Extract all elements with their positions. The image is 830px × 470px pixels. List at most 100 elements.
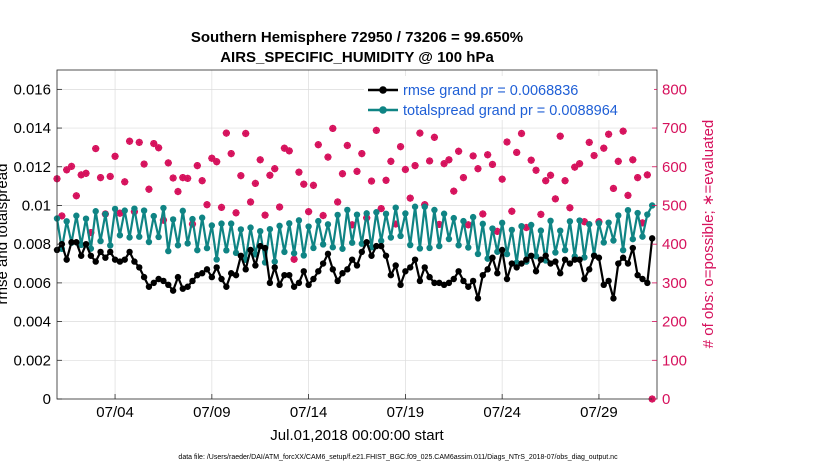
obs-evaluated-point [643, 171, 651, 179]
rmse-point [460, 277, 467, 285]
obs-evaluated-point [242, 129, 250, 138]
rmse-point [218, 275, 225, 283]
totalspread-line [55, 204, 654, 264]
y-left-tick-label: 0.004 [13, 314, 51, 331]
totalspread-point [503, 250, 511, 258]
totalspread-point [300, 252, 307, 259]
obs-evaluated-point [484, 151, 492, 159]
rmse-point [402, 268, 409, 275]
y-right-tick-label: 300 [662, 275, 687, 292]
obs-evaluated-point [174, 187, 182, 196]
totalspread-point [63, 218, 70, 225]
totalspread-point [247, 224, 254, 231]
rmse-point [407, 264, 414, 271]
rmse-point [276, 281, 283, 289]
totalspread-point [305, 223, 312, 230]
obs-evaluated-point [246, 198, 255, 206]
totalspread-point [382, 210, 390, 218]
rmse-point [203, 266, 211, 273]
obs-evaluated-point [416, 129, 424, 137]
obs-evaluated-point [358, 150, 366, 158]
y-left-tick-label: 0 [43, 391, 51, 408]
totalspread-point [82, 215, 90, 222]
rmse-point [600, 281, 607, 289]
obs-evaluated-point [343, 141, 351, 150]
obs-evaluated-point [256, 156, 264, 164]
obs-evaluated-point [551, 195, 559, 203]
obs-evaluated-point [493, 227, 501, 236]
rmse-point [87, 252, 95, 259]
totalspread-point [329, 244, 337, 251]
obs-evaluated-point [159, 216, 168, 224]
rmse-point [252, 262, 259, 269]
obs-evaluated-point [184, 174, 192, 182]
rmse-point [353, 262, 361, 269]
obs-evaluated-point [561, 177, 569, 185]
chart-title: Southern Hemisphere 72950 / 73206 = 99.6… [191, 29, 523, 46]
obs-evaluated-point [334, 198, 342, 206]
obs-evaluated-point [280, 144, 289, 152]
totalspread-point [353, 211, 361, 218]
rmse-point [82, 240, 90, 248]
obs-evaluated-point [522, 223, 530, 232]
obs-evaluated-point [488, 160, 497, 169]
rmse-point [455, 268, 462, 275]
totalspread-point [257, 227, 264, 235]
rmse-point [445, 279, 453, 287]
totalspread-point [527, 221, 535, 229]
totalspread-point [421, 203, 428, 210]
obs-evaluated-point [58, 212, 66, 220]
rmse-point [557, 270, 564, 277]
obs-evaluated-point [179, 174, 187, 182]
rmse-point [131, 258, 138, 265]
totalspread-point [581, 254, 588, 261]
obs-evaluated-point [271, 165, 279, 173]
totalspread-point [436, 242, 443, 250]
rmse-point [257, 242, 264, 250]
obs-evaluated-point [232, 209, 240, 217]
totalspread-point [440, 210, 448, 217]
rmse-point [344, 266, 351, 273]
totalspread-point [237, 226, 245, 233]
rmse-point [111, 256, 119, 263]
y-left-tick-label: 0.016 [13, 81, 51, 98]
totalspread-point [348, 239, 356, 246]
totalspread-point [189, 215, 196, 223]
totalspread-point [624, 206, 632, 214]
totalspread-point [203, 244, 211, 252]
totalspread-point [513, 259, 520, 266]
y-left-tick-label: 0.006 [13, 275, 51, 292]
obs-evaluated-point [459, 174, 468, 182]
totalspread-point [77, 241, 85, 249]
obs-evaluated-point [63, 166, 71, 174]
y-left-tick-label: 0.002 [13, 352, 51, 369]
obs-evaluated-point [508, 207, 516, 215]
totalspread-point [319, 241, 327, 248]
rmse-point [561, 256, 569, 263]
y-axis-left: 0 0.002 0.004 0.006 0.008 0.01 0.012 0.014 0.016 [13, 81, 62, 408]
y-right-tick-label: 200 [662, 314, 687, 331]
rmse-point [339, 270, 346, 277]
y-left-tick-label: 0.008 [13, 236, 51, 253]
rmse-point [571, 256, 578, 263]
obs-evaluated-point [542, 177, 550, 185]
rmse-point [140, 273, 148, 281]
rmse-point [527, 252, 535, 259]
y-right-tick-label: 500 [662, 197, 687, 214]
rmse-point [576, 256, 583, 263]
rmse-point [547, 260, 554, 267]
rmse-point [247, 246, 254, 254]
totalspread-point [547, 217, 554, 225]
totalspread-point [474, 250, 482, 258]
y-left-tick-label: 0.012 [13, 159, 51, 176]
obs-evaluated-point [503, 138, 511, 146]
totalspread-point [494, 248, 501, 255]
rmse-point [97, 248, 104, 256]
totalspread-point [566, 218, 574, 225]
obs-evaluated-point [87, 228, 95, 237]
rmse-point [165, 281, 172, 289]
obs-evaluated-point [406, 194, 414, 202]
rmse-point [586, 266, 593, 273]
rmse-point [305, 281, 312, 289]
obs-evaluated-point [285, 147, 293, 155]
